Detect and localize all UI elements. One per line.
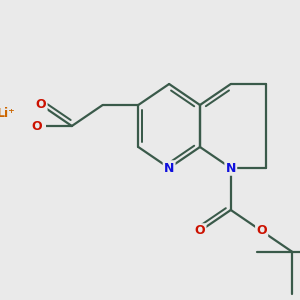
Text: O: O xyxy=(256,224,267,238)
Text: N: N xyxy=(164,161,174,175)
Text: O: O xyxy=(31,119,41,133)
Text: N: N xyxy=(226,161,236,175)
Text: Li⁺: Li⁺ xyxy=(0,107,15,120)
Text: O: O xyxy=(36,98,46,112)
Text: O: O xyxy=(195,224,205,238)
